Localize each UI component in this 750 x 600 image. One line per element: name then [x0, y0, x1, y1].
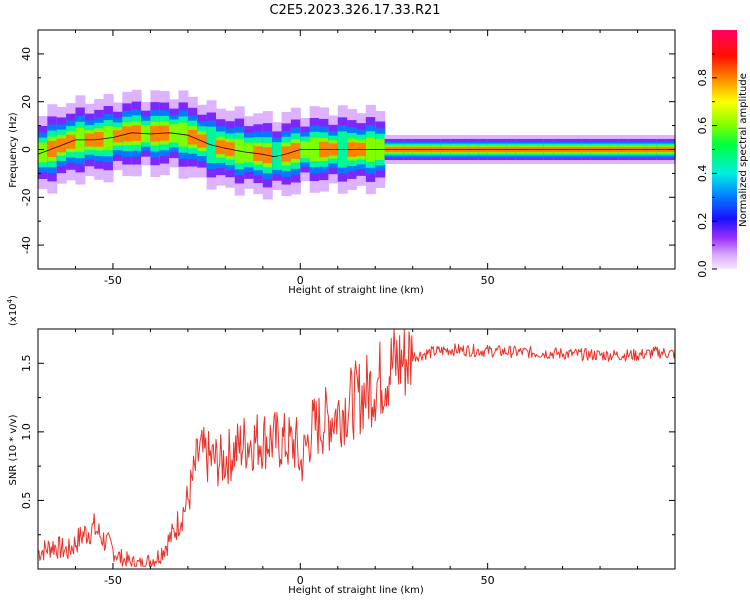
- x-axis-label: Height of straight line (km): [288, 585, 424, 596]
- x-tick-label: 0: [297, 574, 304, 587]
- y-tick-label: -40: [20, 236, 33, 254]
- y-tick-label: -20: [20, 188, 33, 206]
- y-multiplier-label: (x104): [6, 295, 19, 326]
- x-axis-label: Height of straight line (km): [288, 285, 424, 296]
- colorbar-label: Normalized spectral amplitude: [738, 73, 749, 227]
- colorbar-tick-label: 0.6: [696, 117, 709, 135]
- x-tick-label: 50: [481, 274, 495, 287]
- y-axis-label: SNR (10 * v/v): [8, 414, 19, 485]
- spectrogram-ticks: [37, 29, 676, 270]
- colorbar: 0.0 0.2 0.4 0.6 0.8 Normalized spectral …: [696, 30, 749, 278]
- snr-panel: -50 0 50 1.5 1.0 0.5 Height of straight …: [6, 295, 676, 596]
- y-axis-label: Frequency (Hz): [8, 112, 19, 188]
- colorbar-tick-label: 0.2: [696, 212, 709, 230]
- y-tick-label: 1.0: [20, 423, 33, 441]
- y-tick-label: 40: [20, 47, 33, 61]
- colorbar-gradient: [712, 30, 737, 269]
- snr-frame: [37, 328, 676, 570]
- x-tick-label: 0: [297, 274, 304, 287]
- spectral-ridge-line: [37, 132, 675, 158]
- spectrogram-panel: -50 0 50 40 20 0 -20 -40 Height of strai…: [8, 29, 676, 296]
- snr-series-line: [37, 328, 676, 567]
- snr-ticks: [37, 328, 676, 570]
- x-tick-label: -50: [104, 274, 122, 287]
- y-tick-label: 0: [20, 146, 33, 153]
- spectrogram-heatmap: [37, 89, 676, 200]
- colorbar-tick-label: 0.8: [696, 69, 709, 87]
- colorbar-ticks: [712, 53, 717, 270]
- x-tick-label: 50: [481, 574, 495, 587]
- chart-title: C2E5.2023.326.17.33.R21: [269, 3, 440, 18]
- colorbar-tick-label: 0.4: [696, 165, 709, 183]
- y-tick-label: 20: [20, 95, 33, 109]
- colorbar-tick-label: 0.0: [696, 260, 709, 278]
- y-tick-label: 0.5: [20, 492, 33, 510]
- x-tick-label: -50: [104, 574, 122, 587]
- y-tick-label: 1.5: [20, 355, 33, 373]
